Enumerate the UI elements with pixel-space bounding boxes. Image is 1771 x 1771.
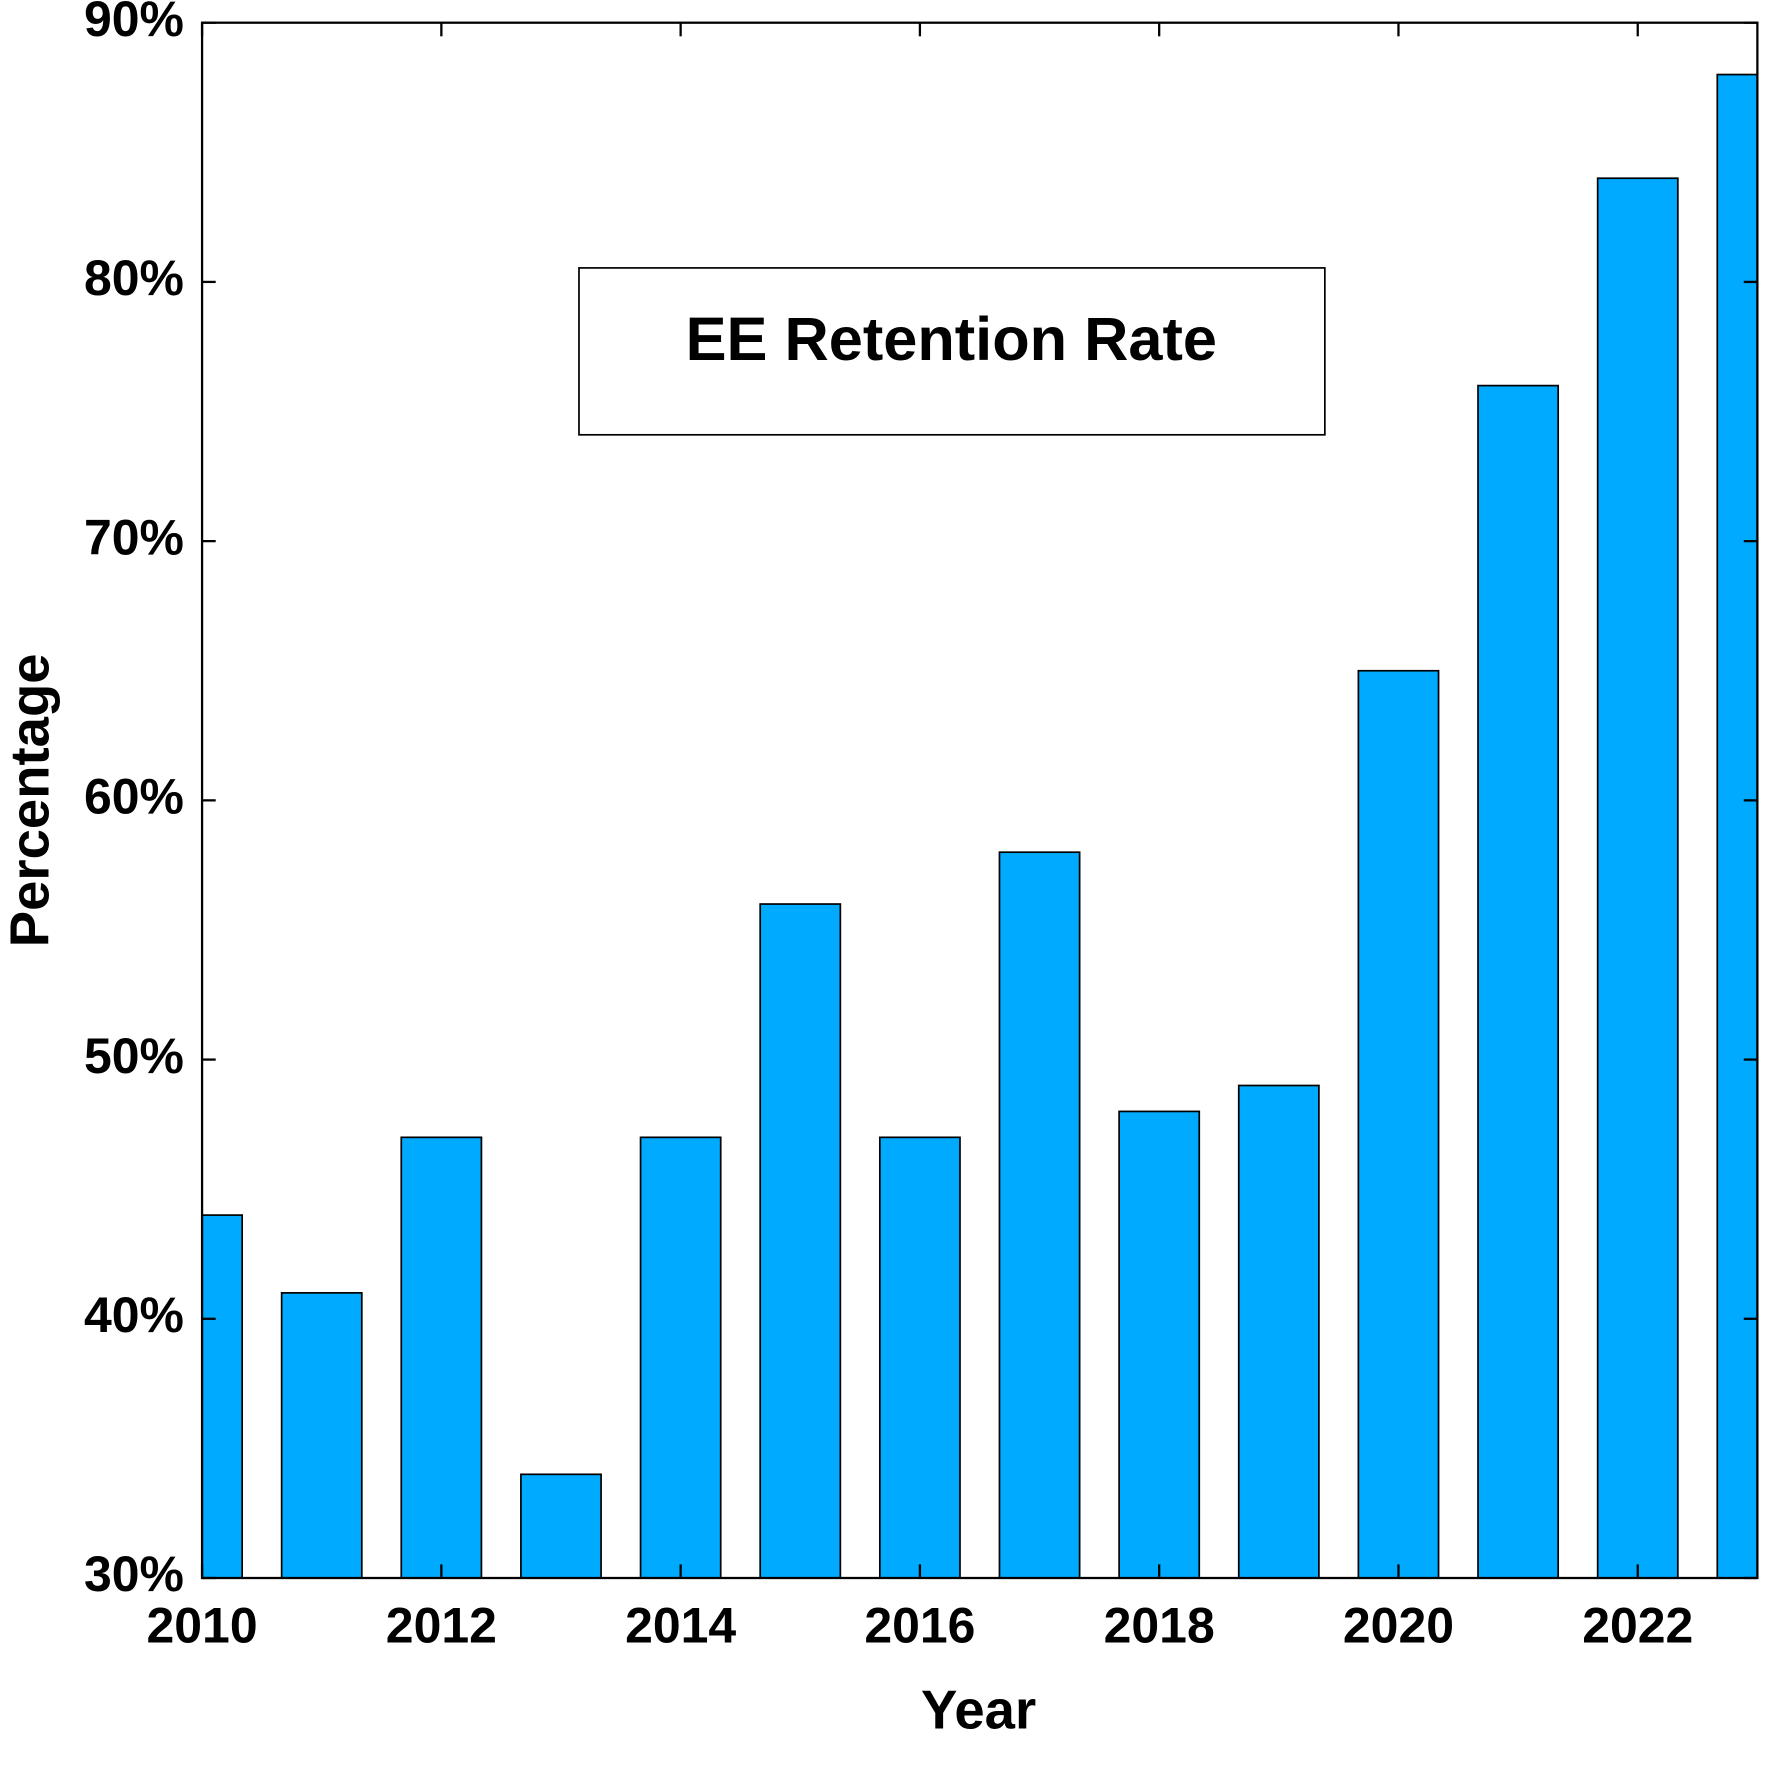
y-tick-label: 30% bbox=[84, 1546, 184, 1602]
chart-title: EE Retention Rate bbox=[686, 305, 1217, 373]
y-tick-label: 60% bbox=[84, 769, 184, 825]
y-tick-label: 80% bbox=[84, 250, 184, 306]
bar bbox=[759, 903, 842, 1579]
x-tick-label: 2010 bbox=[147, 1597, 258, 1653]
bar bbox=[998, 851, 1081, 1579]
x-tick-label: 2014 bbox=[625, 1597, 736, 1653]
bar bbox=[1716, 73, 1758, 1579]
title-box bbox=[578, 267, 1326, 436]
bars bbox=[202, 73, 1758, 1579]
y-axis-label: Percentage bbox=[0, 653, 60, 947]
bar bbox=[202, 1214, 244, 1579]
bar bbox=[1118, 1110, 1201, 1579]
y-tick-label: 50% bbox=[84, 1028, 184, 1084]
bar bbox=[520, 1473, 602, 1579]
y-tick-label: 40% bbox=[84, 1287, 184, 1343]
x-axis-label: Year bbox=[921, 1680, 1036, 1741]
x-tick-label: 2022 bbox=[1582, 1597, 1693, 1653]
y-tick-label: 90% bbox=[84, 0, 184, 47]
bar bbox=[1357, 669, 1440, 1579]
bar bbox=[1596, 177, 1679, 1579]
x-tick-label: 2016 bbox=[864, 1597, 975, 1653]
bar bbox=[639, 1136, 722, 1579]
x-tick-label: 2018 bbox=[1104, 1597, 1215, 1653]
y-tick-label: 70% bbox=[84, 509, 184, 565]
bar bbox=[878, 1136, 961, 1579]
x-tick-label: 2020 bbox=[1343, 1597, 1454, 1653]
bar bbox=[1477, 384, 1560, 1579]
bar bbox=[280, 1292, 363, 1579]
bar bbox=[400, 1136, 483, 1579]
x-tick-label: 2012 bbox=[386, 1597, 497, 1653]
bar bbox=[1237, 1084, 1320, 1579]
